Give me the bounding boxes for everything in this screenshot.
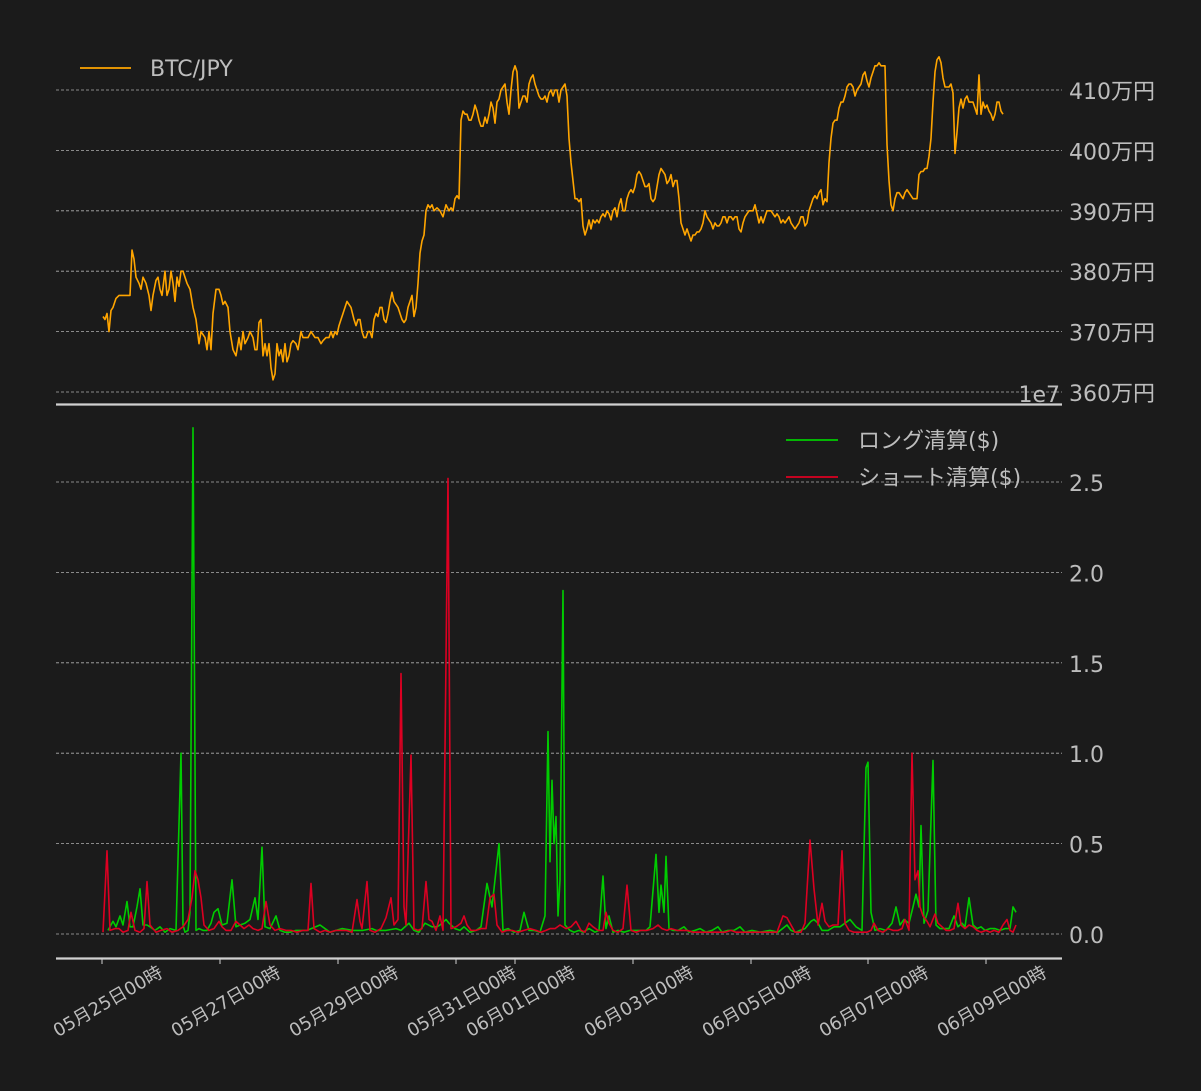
y-offset-label: 1e7 [1018,383,1060,408]
btc-jpy-legend-label: BTC/JPY [150,57,233,82]
price-panel: 360万円 370万円 380万円 390万円 400万円 410万円 1e7 BTC/J… [56,56,1155,408]
liquidation-y-tick-label: 0.5 [1069,834,1104,859]
price-y-tick-label: 400万円 [1069,140,1155,165]
liquidation-y-tick-label: 0.0 [1069,924,1104,949]
price-y-tick-label: 360万円 [1069,382,1155,407]
price-y-tick-label: 380万円 [1069,261,1155,286]
liquidation-gridlines [56,481,1062,935]
price-gridlines [56,89,1062,393]
short-liquidation-line [102,477,1017,933]
short-legend-label: ショート清算($) [858,466,1021,491]
liquidation-legend: ロング清算($) ショート清算($) [786,429,1021,491]
liquidation-y-tick-label: 1.5 [1069,653,1104,678]
price-y-tick-label: 390万円 [1069,201,1155,226]
liquidation-y-axis: 0.0 0.5 1.0 1.5 2.0 2.5 [1069,472,1104,949]
price-y-axis: 360万円 370万円 380万円 390万円 400万円 410万円 [1069,80,1155,407]
liquidation-y-tick-label: 2.5 [1069,472,1104,497]
liquidation-y-tick-label: 2.0 [1069,562,1104,587]
liquidation-y-tick-label: 1.0 [1069,743,1104,768]
btc-jpy-price-line [102,56,1004,381]
long-legend-label: ロング清算($) [858,429,999,454]
price-legend: BTC/JPY [80,57,233,82]
price-y-tick-label: 410万円 [1069,80,1155,105]
price-y-tick-label: 370万円 [1069,322,1155,347]
